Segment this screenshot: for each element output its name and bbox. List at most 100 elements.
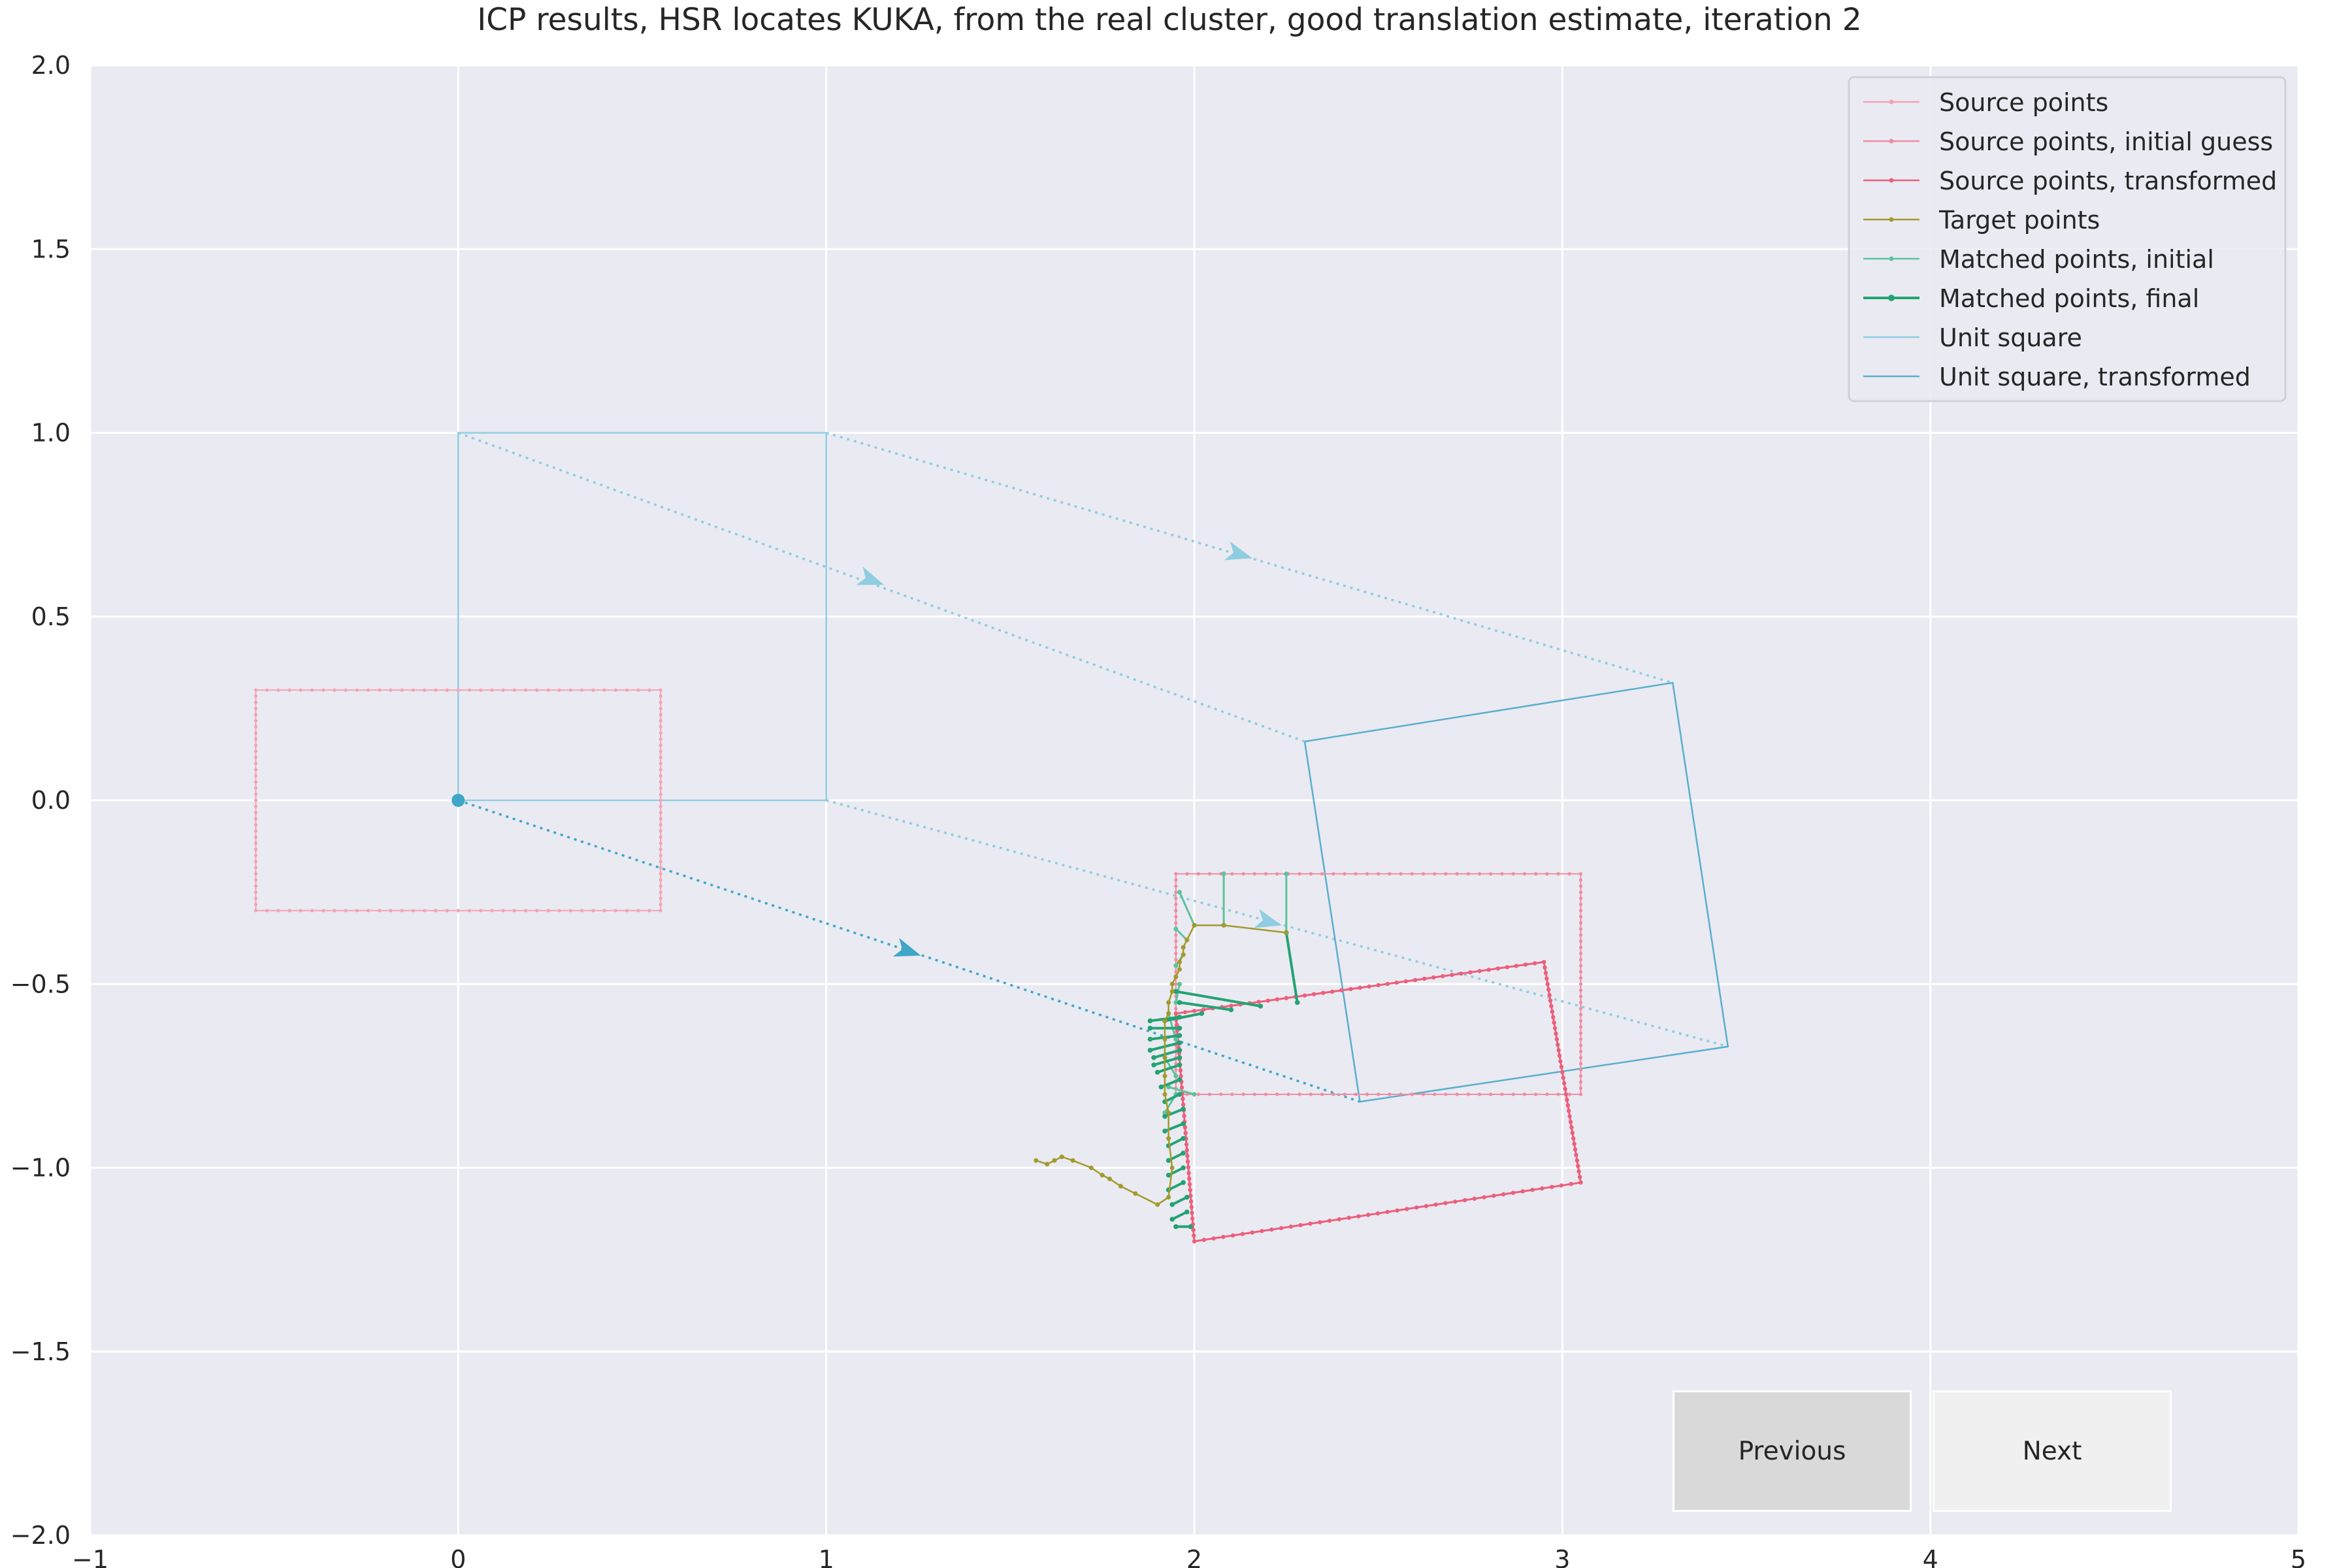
- target-point: [1284, 930, 1289, 935]
- y-tick-label: 0.5: [31, 602, 71, 631]
- source-points-marker: [253, 737, 258, 741]
- next-button[interactable]: Next: [1933, 1390, 2172, 1512]
- source-points-transformed-marker: [1183, 1125, 1188, 1130]
- legend-label: Unit square: [1939, 323, 2082, 352]
- source-points-initial-guess-marker: [1578, 1086, 1583, 1090]
- source-points-initial-guess-marker: [1545, 872, 1549, 876]
- source-points-transformed-marker: [1575, 1158, 1580, 1163]
- source-points-transformed-marker: [1569, 1125, 1574, 1130]
- legend-swatch-marker: [1889, 217, 1894, 222]
- match-final-marker: [1294, 1000, 1300, 1005]
- target-point: [1166, 1110, 1171, 1115]
- legend-frame: [1848, 76, 2287, 402]
- target-point: [1166, 1011, 1171, 1016]
- source-points-initial-guess-marker: [1174, 884, 1178, 888]
- source-points-transformed-marker: [1394, 980, 1399, 985]
- y-tick-label: 1.0: [31, 419, 71, 448]
- source-points-transformed-marker: [1395, 1208, 1399, 1213]
- source-points-initial-guess-marker: [1207, 1092, 1212, 1096]
- source-points-marker: [659, 719, 662, 723]
- source-points-transformed-marker: [1433, 1202, 1438, 1207]
- source-points-marker: [253, 786, 258, 790]
- source-points-marker: [333, 909, 336, 913]
- source-points-initial-guess-marker: [1241, 1092, 1245, 1096]
- target-point: [1162, 1055, 1168, 1060]
- source-points-marker: [467, 688, 472, 692]
- source-points-marker: [490, 688, 494, 692]
- source-points-transformed-marker: [1201, 1237, 1206, 1242]
- source-points-marker: [659, 804, 662, 808]
- previous-button[interactable]: Previous: [1673, 1390, 1912, 1512]
- source-points-initial-guess-marker: [1174, 896, 1178, 900]
- source-points-initial-guess-marker: [1343, 872, 1347, 876]
- source-points-marker: [253, 804, 258, 808]
- source-points-marker: [456, 909, 460, 913]
- target-point: [1192, 923, 1197, 928]
- match-final-line: [1179, 1001, 1232, 1011]
- source-points-marker: [253, 896, 258, 900]
- source-points-marker: [659, 890, 662, 894]
- source-points-transformed-marker: [1501, 1192, 1506, 1197]
- source-points-transformed-marker: [1192, 1239, 1197, 1244]
- target-point: [1052, 1158, 1057, 1163]
- source-points-marker: [253, 768, 258, 772]
- y-tick-label: −2.0: [10, 1521, 71, 1550]
- source-points-marker: [659, 755, 662, 759]
- source-points-transformed-marker: [1570, 1130, 1575, 1135]
- source-points-initial-guess-marker: [1444, 872, 1448, 876]
- source-points-initial-guess-marker: [1174, 878, 1178, 882]
- x-tick-label: 4: [1923, 1545, 1938, 1568]
- source-points-transformed-marker: [1545, 982, 1550, 987]
- source-points-transformed-marker: [1189, 1205, 1194, 1209]
- source-points-marker: [659, 835, 662, 839]
- match-initial-marker: [1173, 1037, 1179, 1042]
- source-points-initial-guess-marker: [1578, 902, 1583, 906]
- legend-label: Matched points, final: [1939, 284, 2199, 313]
- arrowhead: [1224, 541, 1252, 561]
- source-points-transformed-marker: [1552, 1021, 1556, 1025]
- source-points-initial-guess-marker: [1556, 872, 1560, 876]
- match-initial-marker: [1177, 981, 1182, 987]
- match-final-line: [1171, 1196, 1188, 1206]
- source-points-initial-guess-marker: [1433, 872, 1437, 876]
- source-points-transformed-marker: [1453, 1200, 1458, 1204]
- source-points-transformed-marker: [1505, 965, 1510, 970]
- source-points-marker: [659, 823, 662, 827]
- source-points-marker: [524, 909, 528, 913]
- source-points-transformed-marker: [1269, 1227, 1274, 1232]
- source-points-transformed-marker: [1530, 1188, 1535, 1192]
- source-points-marker: [253, 890, 258, 894]
- arrowhead: [1254, 909, 1282, 928]
- source-points-transformed-marker: [1558, 1059, 1563, 1064]
- arrowhead: [892, 938, 921, 957]
- source-points-initial-guess-marker: [1421, 1092, 1426, 1096]
- source-points-transformed-marker: [1184, 1148, 1189, 1152]
- source-points-marker: [535, 688, 539, 692]
- x-tick-label: 1: [819, 1545, 834, 1568]
- legend-label: Unit square, transformed: [1939, 363, 2251, 391]
- source-points-marker: [423, 688, 427, 692]
- source-points-transformed-marker: [1561, 1081, 1567, 1086]
- match-final-marker: [1151, 1062, 1156, 1068]
- source-points-transformed-marker: [1424, 1203, 1429, 1209]
- source-points-initial-guess-marker: [1578, 909, 1583, 913]
- source-points-marker: [568, 688, 573, 692]
- source-points-marker: [647, 909, 651, 913]
- target-point: [1169, 981, 1175, 987]
- source-points-initial-guess-marker: [1174, 951, 1178, 955]
- source-points-initial-guess-marker: [1511, 872, 1515, 876]
- source-points-marker: [659, 700, 662, 704]
- source-points-marker: [659, 694, 662, 698]
- source-points-transformed-marker: [1569, 1182, 1573, 1186]
- match-final-marker: [1188, 1224, 1194, 1230]
- source-points-transformed-marker: [1221, 1235, 1226, 1239]
- source-points-initial-guess-marker: [1578, 1062, 1583, 1066]
- source-points-transformed-marker: [1188, 1194, 1193, 1198]
- source-points-initial-guess-marker: [1578, 1037, 1583, 1041]
- source-points-transformed-marker: [1549, 1004, 1554, 1009]
- source-points-transformed-marker: [1552, 1026, 1558, 1030]
- source-points-marker: [647, 688, 651, 692]
- source-points-marker: [253, 792, 258, 796]
- source-points-marker: [287, 909, 291, 913]
